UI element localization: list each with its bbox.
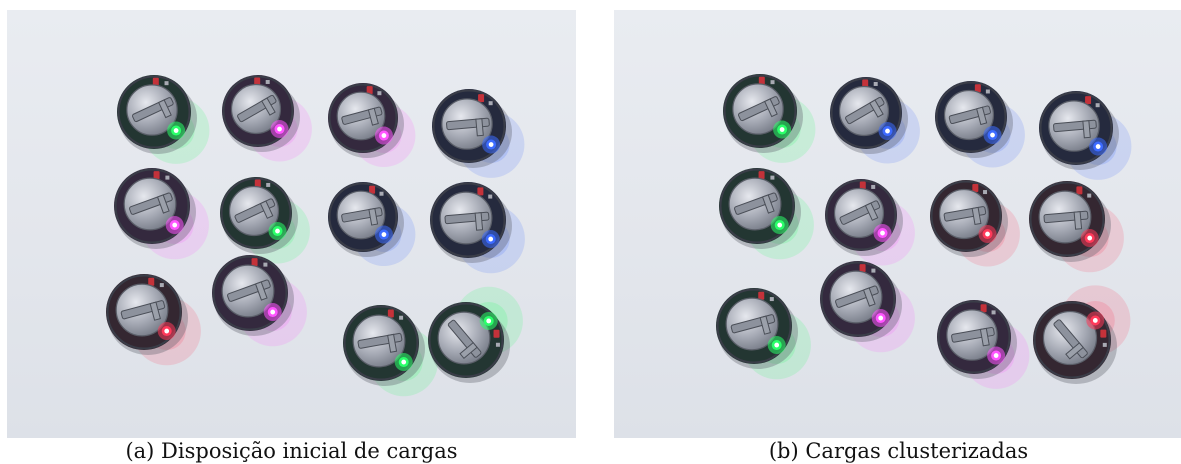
robot bbox=[825, 179, 915, 266]
robot bbox=[930, 180, 1020, 267]
robot bbox=[114, 168, 209, 260]
photo-panel-a bbox=[7, 10, 576, 438]
robot bbox=[106, 274, 201, 366]
robot bbox=[428, 286, 523, 383]
robot bbox=[117, 75, 210, 164]
robot bbox=[820, 261, 915, 353]
photo-panel-b bbox=[614, 10, 1181, 438]
robots-photo-b bbox=[716, 74, 1132, 389]
robot bbox=[328, 83, 416, 168]
robot bbox=[937, 300, 1030, 389]
robot bbox=[222, 75, 312, 162]
robots-photo-a bbox=[106, 75, 525, 397]
robot bbox=[1029, 181, 1124, 273]
robot bbox=[432, 89, 525, 178]
robot bbox=[212, 255, 307, 347]
robot bbox=[723, 74, 816, 163]
robot bbox=[430, 182, 525, 274]
caption-b: (b) Cargas clusterizadas bbox=[768, 439, 1029, 463]
robot bbox=[1033, 285, 1131, 384]
robot bbox=[716, 288, 811, 380]
robot bbox=[719, 168, 814, 260]
caption-a: (a) Disposição inicial de cargas bbox=[125, 439, 458, 463]
robot bbox=[1039, 91, 1132, 180]
robot bbox=[343, 305, 438, 397]
robot bbox=[220, 177, 310, 264]
robot bbox=[328, 182, 416, 267]
robot bbox=[935, 81, 1025, 168]
robot bbox=[830, 77, 920, 164]
